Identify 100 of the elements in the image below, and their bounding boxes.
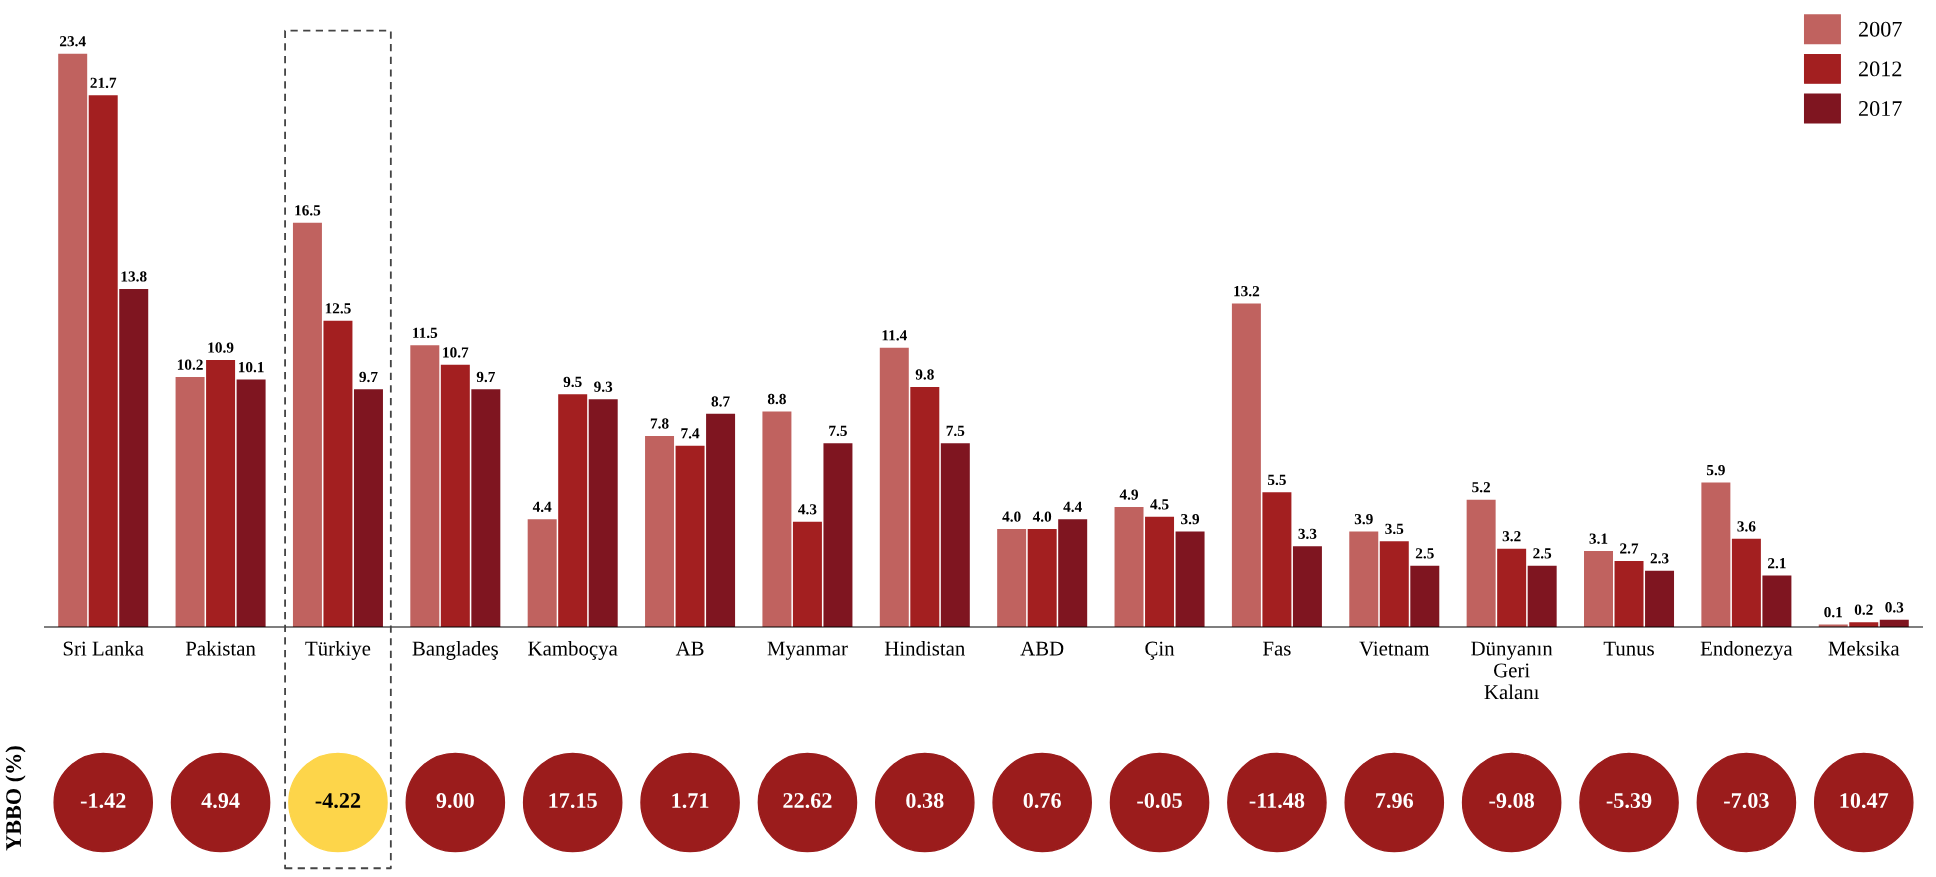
data-label: 23.4 xyxy=(59,36,86,47)
bar xyxy=(1701,482,1731,628)
data-label: 13.8 xyxy=(121,271,147,282)
legend-label: 2007 xyxy=(1858,21,1902,37)
x-tick-label: Endonezya xyxy=(1700,640,1793,660)
data-label: -4.22 xyxy=(315,793,361,809)
data-label: 4.4 xyxy=(532,501,552,513)
x-tick-label: Türkiye xyxy=(305,640,371,660)
data-label: 2.5 xyxy=(1533,548,1552,559)
data-label: 7.96 xyxy=(1376,793,1414,809)
x-tick-label: Fas xyxy=(1263,641,1291,656)
data-label: -11.48 xyxy=(1249,793,1305,809)
data-label: 3.3 xyxy=(1298,528,1317,539)
bar xyxy=(588,399,618,628)
data-label: 3.1 xyxy=(1589,533,1608,544)
bar xyxy=(879,347,909,628)
data-label: 9.7 xyxy=(359,371,378,383)
bar xyxy=(558,394,588,628)
bar xyxy=(206,359,236,628)
data-label: 4.3 xyxy=(798,504,817,515)
data-label: 4.0 xyxy=(1002,511,1021,522)
data-label: 22.62 xyxy=(783,793,832,809)
data-label: 7.5 xyxy=(946,425,965,437)
legend-label: 2012 xyxy=(1858,61,1902,77)
bar xyxy=(675,445,705,628)
data-label: 2.1 xyxy=(1768,558,1786,569)
data-label: 10.7 xyxy=(443,347,469,358)
bar xyxy=(236,379,266,628)
bar xyxy=(1231,303,1261,628)
bar xyxy=(1114,506,1144,628)
data-label: 11.5 xyxy=(413,327,438,339)
text: YBBO (%) xyxy=(5,746,26,851)
data-label: 8.7 xyxy=(711,396,730,407)
bar xyxy=(323,320,353,628)
data-label: 5.9 xyxy=(1706,464,1725,476)
data-label: 10.1 xyxy=(238,361,264,373)
data-label: -1.42 xyxy=(80,793,126,809)
data-label: 9.5 xyxy=(563,376,582,388)
x-tick-label: Pakistan xyxy=(185,640,256,656)
legend-label: 2017 xyxy=(1858,101,1902,117)
bar xyxy=(910,386,940,628)
data-label: 10.47 xyxy=(1840,793,1889,809)
data-label: 21.7 xyxy=(90,77,117,89)
data-label: 2.3 xyxy=(1650,553,1669,564)
bar xyxy=(1762,575,1792,628)
data-label: -9.08 xyxy=(1489,793,1535,809)
x-tick-label: AB xyxy=(675,641,704,656)
bar xyxy=(1497,548,1527,628)
bar xyxy=(1175,531,1205,628)
bar xyxy=(792,521,822,628)
bar xyxy=(1466,499,1496,628)
x-tick-label: Meksika xyxy=(1828,640,1900,656)
bar xyxy=(1584,551,1613,628)
bar xyxy=(823,443,853,628)
bar xyxy=(1349,531,1379,628)
bar xyxy=(88,95,118,628)
data-label: 12.5 xyxy=(325,303,351,314)
data-label: 4.94 xyxy=(201,793,240,809)
x-tick-label: Hindistan xyxy=(884,640,965,656)
data-label: 2.7 xyxy=(1620,543,1639,554)
bar xyxy=(706,413,736,628)
data-label: 5.2 xyxy=(1472,482,1491,493)
bar xyxy=(1645,570,1675,628)
data-label: 9.3 xyxy=(594,381,613,392)
bar xyxy=(762,411,792,628)
bar xyxy=(1527,565,1557,628)
bar xyxy=(1614,560,1644,628)
x-tick-label: Çin xyxy=(1145,641,1175,660)
x-tick-label: Kamboçya xyxy=(528,640,618,660)
bar xyxy=(527,519,557,628)
bar xyxy=(353,389,383,628)
bar xyxy=(58,53,88,628)
bar xyxy=(1292,546,1322,628)
data-label: 13.2 xyxy=(1234,286,1260,297)
data-label: 9.8 xyxy=(915,369,934,380)
data-label: 3.5 xyxy=(1385,523,1404,535)
data-label: 17.15 xyxy=(549,793,597,809)
data-label: 9.00 xyxy=(436,793,474,809)
bar xyxy=(1379,541,1409,628)
data-label: 4.9 xyxy=(1119,489,1139,500)
bar xyxy=(1410,565,1440,628)
bar xyxy=(1262,492,1292,628)
data-label: 0.38 xyxy=(906,793,944,809)
x-tick-label: ABD xyxy=(1020,641,1064,656)
bar xyxy=(645,435,675,628)
bar xyxy=(440,364,470,628)
data-label: 10.9 xyxy=(208,342,234,353)
bar xyxy=(1145,516,1175,628)
x-tick-label: Myanmar xyxy=(767,641,848,660)
data-label: 0.1 xyxy=(1824,607,1843,618)
data-label: 3.6 xyxy=(1737,521,1756,532)
bar xyxy=(471,389,501,628)
x-tick-label: Vietnam xyxy=(1359,641,1430,656)
data-label: 10.2 xyxy=(177,359,203,370)
data-label: 0.3 xyxy=(1885,602,1904,613)
bar xyxy=(175,377,205,628)
data-label: 5.5 xyxy=(1267,474,1286,486)
data-label: 4.5 xyxy=(1150,499,1169,510)
data-label: 3.9 xyxy=(1354,513,1373,525)
data-label: 3.2 xyxy=(1502,531,1521,542)
